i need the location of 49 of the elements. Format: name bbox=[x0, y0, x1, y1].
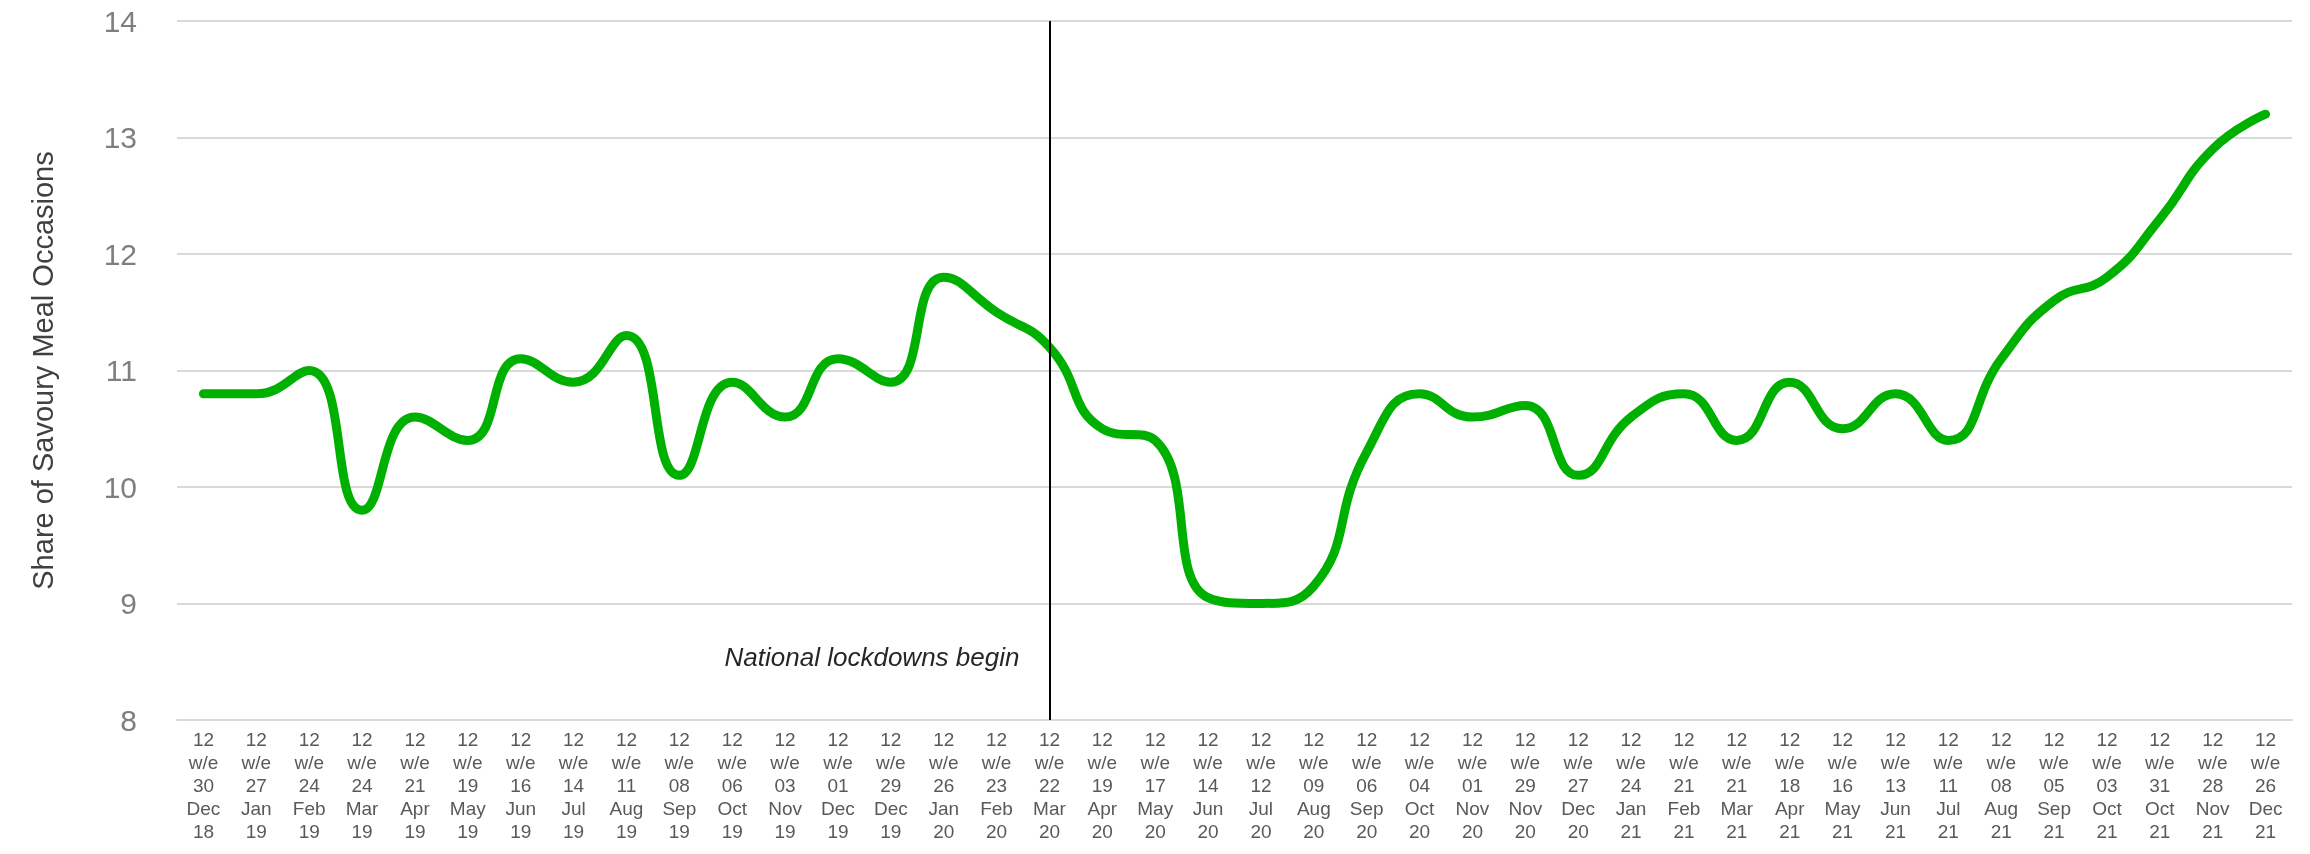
x-tick-label: 12 w/e 22 Mar 20 bbox=[1033, 729, 1067, 842]
x-tick-label: 12 w/e 03 Nov 19 bbox=[768, 729, 803, 842]
x-tick-label: 12 w/e 28 Nov 21 bbox=[2195, 729, 2231, 842]
x-tick-label: 12 w/e 30 Dec 18 bbox=[186, 729, 221, 842]
x-tick-label: 12 w/e 26 Jan 20 bbox=[927, 729, 960, 842]
y-tick-label: 8 bbox=[120, 703, 137, 737]
y-tick-label: 9 bbox=[120, 587, 137, 620]
x-tick-label: 12 w/e 17 May 20 bbox=[1137, 729, 1174, 842]
x-tick-label: 12 w/e 29 Nov 20 bbox=[1508, 729, 1543, 842]
y-tick-label: 14 bbox=[103, 4, 137, 38]
x-tick-label: 12 w/e 24 Feb 19 bbox=[292, 729, 326, 842]
x-tick-label: 12 w/e 26 Dec 21 bbox=[2248, 729, 2283, 842]
ref-line-label: National lockdowns begin bbox=[724, 642, 1020, 673]
x-tick-label: 12 w/e 09 Aug 20 bbox=[1296, 729, 1331, 842]
x-tick-label: 12 w/e 06 Oct 19 bbox=[716, 729, 748, 842]
x-tick-label: 12 w/e 08 Aug 21 bbox=[1984, 729, 2019, 842]
x-tick-label: 12 w/e 21 Apr 19 bbox=[399, 729, 431, 842]
x-tick-label: 12 w/e 04 Oct 20 bbox=[1403, 729, 1436, 842]
x-tick-label: 12 w/e 06 Sep 20 bbox=[1349, 729, 1384, 842]
y-axis-title: Share of Savoury Meal Occasions bbox=[26, 151, 59, 590]
x-tick-label: 12 w/e 14 Jul 19 bbox=[557, 729, 589, 842]
x-tick-label: 12 w/e 31 Oct 21 bbox=[2144, 729, 2176, 842]
x-tick-label: 12 w/e 14 Jun 20 bbox=[1192, 729, 1224, 842]
x-tick-label: 12 w/e 16 Jun 19 bbox=[504, 729, 537, 842]
x-tick-label: 12 w/e 19 Apr 20 bbox=[1086, 729, 1118, 842]
y-tick-label: 12 bbox=[103, 237, 137, 271]
y-tick-label: 13 bbox=[103, 121, 137, 154]
x-tick-label: 12 w/e 21 Mar 21 bbox=[1720, 729, 1754, 842]
x-tick-label: 12 w/e 03 Oct 21 bbox=[2091, 729, 2123, 842]
x-tick-label: 12 w/e 23 Feb 20 bbox=[980, 729, 1013, 842]
x-tick-label: 12 w/e 13 Jun 21 bbox=[1879, 729, 1911, 842]
x-tick-label: 12 w/e 01 Dec 19 bbox=[821, 729, 855, 842]
x-tick-label: 12 w/e 11 Jul 21 bbox=[1932, 729, 1964, 842]
x-tick-label: 12 w/e 01 Nov 20 bbox=[1455, 729, 1490, 842]
y-tick-label: 11 bbox=[105, 354, 137, 387]
x-tick-label: 12 w/e 27 Dec 20 bbox=[1561, 729, 1596, 842]
x-tick-label: 12 w/e 16 May 21 bbox=[1824, 729, 1861, 842]
x-tick-label: 12 w/e 19 May 19 bbox=[449, 729, 487, 842]
x-tick-label: 12 w/e 21 Feb 21 bbox=[1667, 729, 1701, 842]
x-tick-label: 12 w/e 11 Aug 19 bbox=[609, 729, 644, 842]
x-tick-label: 12 w/e 18 Apr 21 bbox=[1773, 729, 1806, 842]
x-tick-label: 12 w/e 29 Dec 19 bbox=[873, 729, 908, 842]
x-tick-label: 12 w/e 27 Jan 19 bbox=[240, 729, 272, 842]
y-tick-label: 10 bbox=[103, 470, 137, 504]
x-tick-label: 12 w/e 12 Jul 20 bbox=[1245, 729, 1276, 842]
x-tick-label: 12 w/e 24 Mar 19 bbox=[345, 729, 380, 842]
x-tick-label: 12 w/e 08 Sep 19 bbox=[662, 729, 697, 842]
x-tick-label: 12 w/e 05 Sep 21 bbox=[2037, 729, 2071, 842]
x-tick-label: 12 w/e 24 Jan 21 bbox=[1615, 729, 1647, 842]
